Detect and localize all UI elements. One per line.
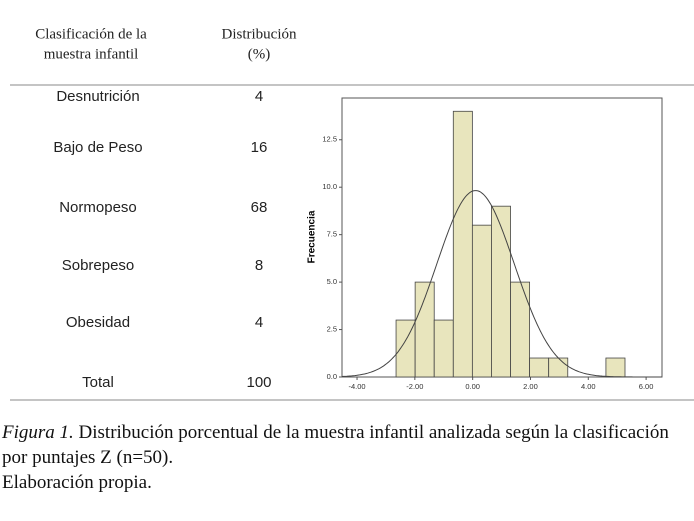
caption-note: Elaboración propia. bbox=[2, 472, 152, 493]
x-tick-label: 4.00 bbox=[581, 382, 596, 391]
row-value: 4 bbox=[255, 88, 263, 105]
bar bbox=[452, 110, 473, 378]
bar bbox=[414, 281, 435, 378]
y-tick-label: 10.0 bbox=[322, 182, 337, 191]
header: Clasificación de la bbox=[35, 26, 147, 42]
row-value: 16 bbox=[251, 139, 268, 156]
normal-curve bbox=[341, 190, 662, 378]
row-value: 100 bbox=[246, 374, 271, 391]
y-tick-label: 7.5 bbox=[327, 230, 337, 239]
header: Distribución bbox=[222, 26, 297, 42]
y-axis-label: Frecuencia bbox=[307, 210, 318, 263]
bar bbox=[510, 281, 531, 378]
row-label: Normopeso bbox=[59, 199, 137, 216]
bar bbox=[491, 205, 511, 378]
bar bbox=[529, 357, 550, 378]
row-label: Sobrepeso bbox=[62, 257, 135, 274]
x-tick-label: -2.00 bbox=[406, 382, 423, 391]
y-tick-label: 2.5 bbox=[327, 325, 337, 334]
header: muestra infantil bbox=[44, 46, 139, 62]
row-value: 4 bbox=[255, 314, 263, 331]
caption: Figura 1. Distribución porcentual de la … bbox=[2, 420, 694, 495]
x-tick-label: 0.00 bbox=[465, 382, 480, 391]
y-tick-label: 0.0 bbox=[327, 372, 337, 381]
row-label: Bajo de Peso bbox=[53, 139, 142, 156]
bar bbox=[548, 357, 569, 378]
bar bbox=[605, 357, 626, 378]
row-value: 68 bbox=[251, 199, 268, 216]
row-label: Desnutrición bbox=[56, 88, 139, 105]
row-label: Obesidad bbox=[66, 314, 130, 331]
x-tick-label: -4.00 bbox=[348, 382, 365, 391]
bar bbox=[433, 319, 454, 378]
header: (%) bbox=[248, 46, 271, 62]
figure: Clasificación de la muestra infantil Dis… bbox=[10, 26, 694, 401]
caption-label: Figura 1. bbox=[2, 422, 74, 443]
x-tick-label: 2.00 bbox=[523, 382, 538, 391]
bar bbox=[471, 224, 492, 378]
y-tick-label: 5.0 bbox=[327, 277, 337, 286]
x-tick-label: 6.00 bbox=[639, 382, 654, 391]
row-label: Total bbox=[82, 374, 114, 391]
y-tick-label: 12.5 bbox=[322, 135, 337, 144]
row-value: 8 bbox=[255, 257, 263, 274]
caption-text: Distribución porcentual de la muestra in… bbox=[2, 422, 669, 468]
